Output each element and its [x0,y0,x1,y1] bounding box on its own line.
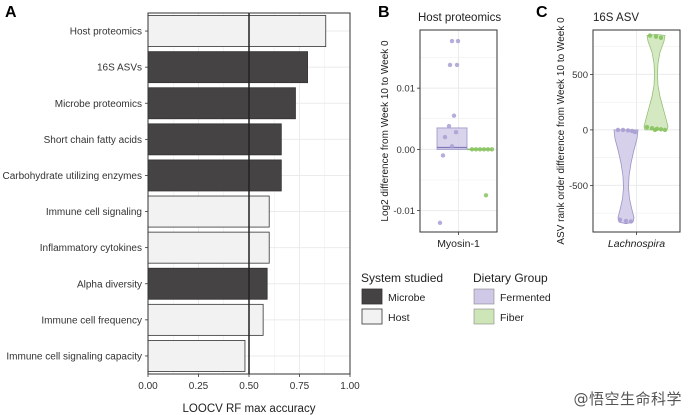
y-axis-label: ASV rank order difference from Week 10 t… [556,17,567,245]
point-fermented [440,153,446,158]
legend-swatch-fiber [473,308,495,325]
category-label-alpha-diversity: Alpha diversity [77,279,142,290]
bar-immune-cell-frequency [147,303,264,336]
category-label-16s-asvs: 16S ASVs [97,63,142,74]
point-fiber [489,147,495,152]
point-fermented [455,38,461,44]
point-fermented [447,62,453,68]
bar-short-chain-fatty-acids [147,123,282,156]
y-tick-label: 0.01 [397,84,416,95]
x-tick-label: 1.00 [340,381,360,392]
category-label-microbe-proteomics: Microbe proteomics [55,99,142,110]
point-fermented [454,62,460,68]
panel-c-violin: 16S ASV -500 0 500 Lachnospira ASV rank order… [556,12,681,250]
point-fermented [446,123,452,129]
point-fermented [442,134,448,140]
x-tick-label: 0.25 [189,381,209,392]
legend-system-studied: System studied Microbe Host [361,271,443,325]
point-fermented [623,218,629,224]
point-fermented [628,219,634,224]
point-fiber [473,147,479,152]
y-tick-label: 0 [583,125,588,136]
category-label-immune-cell-frequency: Immune cell frequency [41,315,142,326]
panel-label-a: A [5,4,17,21]
legend-label-fiber: Fiber [500,312,524,324]
panel-b-boxplot: Host proteomics -0.01 0.00 0.01 Myosin-1 Log2… [380,12,501,250]
point-fiber [653,34,659,39]
point-fermented [625,128,631,133]
legend-swatch-host [361,308,383,325]
point-fiber [658,35,664,40]
category-label-carbohydrate-utilizing-enzymes: Carbohydrate utilizing enzymes [2,171,142,182]
point-fiber [658,127,664,132]
point-fiber [485,147,491,152]
point-fiber [644,124,650,130]
point-fiber [469,147,475,152]
legend-dietary-group: Dietary Group Fermented Fiber [473,271,551,325]
point-fermented [620,127,626,133]
category-label-immune-cell-signaling: Immune cell signaling [46,207,142,218]
bar-microbe-proteomics [147,87,296,120]
point-fiber [662,127,668,133]
bar-immune-cell-signaling [147,195,270,228]
category-label-short-chain-fatty-acids: Short chain fatty acids [44,135,142,146]
category-label-myosin-1: Myosin-1 [437,238,480,250]
panel-label-b: B [378,4,390,21]
bar-16s-asvs [147,51,308,84]
x-tick-label: 0.00 [138,381,158,392]
point-fermented [617,217,623,222]
legend-label-host: Host [388,312,410,324]
category-label-inflammatory-cytokines: Inflammatory cytokines [40,243,142,254]
watermark: @悟空生命科学 [573,390,682,408]
legend-diet-title: Dietary Group [473,271,548,285]
point-fiber [483,193,489,198]
y-tick-label: -500 [569,181,588,192]
y-tick-label: -0.01 [393,206,415,217]
legend-label-microbe: Microbe [388,292,426,304]
category-label-lachnospira: Lachnospira [608,238,665,250]
y-tick-label: 500 [572,70,588,81]
violin-fermented [613,129,639,225]
category-label-host-proteomics: Host proteomics [70,27,142,38]
point-fermented [449,144,455,149]
bar-inflammatory-cytokines [147,231,270,264]
point-fermented [437,220,443,226]
x-tick-label: 0.75 [290,381,310,392]
panel-c-title: 16S ASV [593,12,639,24]
panel-b-title: Host proteomics [418,12,501,24]
legend-swatch-fermented [473,288,495,305]
point-fiber [647,33,653,38]
legend-label-fermented: Fermented [500,292,551,304]
category-label-immune-cell-signaling-capacity: Immune cell signaling capacity [6,351,142,362]
panel-a-bar-chart: Host proteomics 16S ASVs Microbe proteomic… [2,12,360,415]
y-axis-label: Log2 difference from Week 10 to Week 0 [380,40,391,222]
x-tick-label: 0.50 [239,381,259,392]
bar-host-proteomics [147,15,327,47]
box-fermented [436,127,468,150]
point-fermented [632,129,638,135]
panel-label-c: C [536,4,548,21]
point-fiber [477,147,483,152]
bar-alpha-diversity [147,267,268,300]
point-fiber [652,127,658,133]
y-tick-label: 0.00 [397,145,416,156]
bar-immune-cell-signaling-capacity [147,340,246,372]
point-fiber [481,147,487,152]
x-axis-label: LOOCV RF max accuracy [183,403,316,415]
legend-swatch-microbe [361,288,383,305]
point-fermented [453,130,459,135]
point-fermented [451,113,457,118]
legend-system-title: System studied [361,271,443,285]
point-fermented [449,38,455,44]
point-fermented [615,127,621,133]
bar-carbohydrate-utilizing-enzymes [147,159,282,192]
